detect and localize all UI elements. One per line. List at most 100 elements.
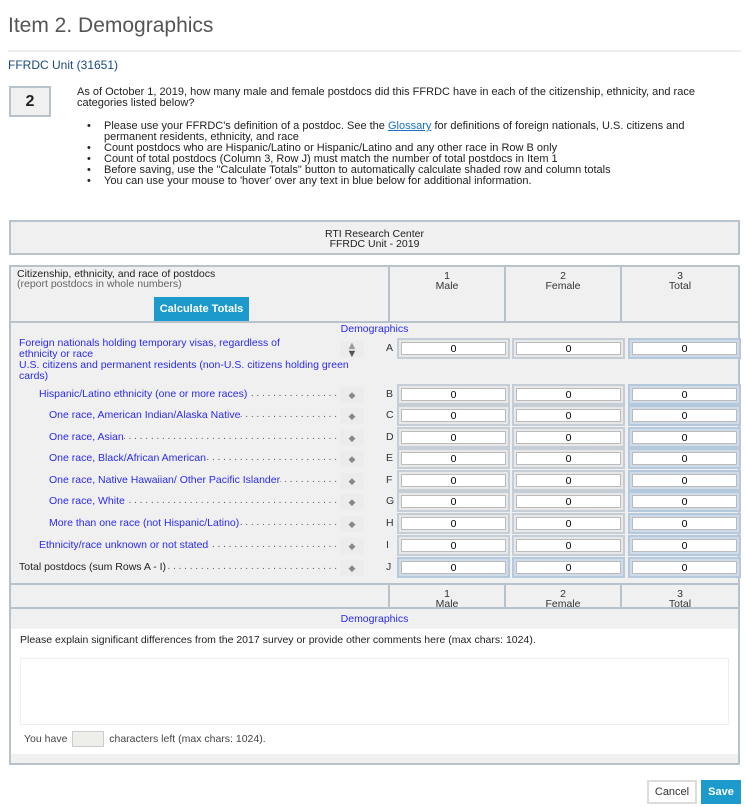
- total-input[interactable]: [632, 342, 737, 355]
- sort-handle-icon[interactable]: ◆: [340, 430, 364, 446]
- male-input[interactable]: [401, 539, 506, 552]
- row-label[interactable]: Foreign nationals holding temporary visa…: [19, 337, 280, 360]
- org-name: RTI Research Center: [324, 228, 424, 240]
- female-input[interactable]: [516, 431, 621, 444]
- male-input[interactable]: [401, 342, 506, 355]
- save-button[interactable]: Save: [701, 780, 741, 804]
- row-label[interactable]: Total postdocs (sum Rows A - I): [19, 561, 167, 573]
- column-header-total: 3 Total: [620, 267, 738, 321]
- female-input[interactable]: [516, 409, 621, 422]
- leader-dots: . . . . . . . . . . . . . . . . . . . . …: [280, 474, 337, 485]
- instruction-text: Please use your FFRDC's definition of a …: [104, 120, 388, 132]
- leader-dots: . . . . . . . . . . . . . . . . . . . . …: [124, 431, 337, 442]
- total-input[interactable]: [632, 561, 737, 574]
- table-row: One race, Asian. . . . . . . . . . . . .…: [11, 427, 741, 448]
- sort-handle-icon[interactable]: ◆: [340, 451, 364, 467]
- comments-section: Please explain significant differences f…: [11, 629, 738, 754]
- total-input[interactable]: [632, 539, 737, 552]
- section-label: Demographics: [340, 323, 409, 335]
- org-header: RTI Research Center FFRDC Unit - 2019: [9, 220, 740, 255]
- male-input[interactable]: [401, 517, 506, 530]
- row-letter: H: [386, 517, 394, 529]
- comments-textarea[interactable]: [20, 658, 729, 725]
- glossary-link[interactable]: Glossary: [387, 120, 432, 132]
- sort-handle-icon[interactable]: ◆: [340, 473, 364, 489]
- leader-dots: . . . . . . . . . . . . . . . . . . . . …: [208, 539, 337, 550]
- sort-handle-icon[interactable]: ◆: [340, 538, 364, 554]
- female-input[interactable]: [516, 474, 621, 487]
- table-row: More than one race (not Hispanic/Latino)…: [11, 513, 741, 534]
- chars-left-count: [72, 731, 105, 747]
- instructions-list: Please use your FFRDC's definition of a …: [87, 120, 734, 188]
- row-label[interactable]: One race, American Indian/Alaska Native: [49, 409, 241, 421]
- total-input[interactable]: [632, 388, 737, 401]
- leader-dots: . . . . . . . . . . . . . . . . . . . . …: [247, 388, 337, 399]
- column-label: Male: [435, 598, 459, 610]
- sort-arrows-icon[interactable]: ▲ ▼: [340, 341, 364, 360]
- row-letter: C: [386, 409, 394, 421]
- column-number: 3: [677, 588, 683, 600]
- total-input[interactable]: [632, 452, 737, 465]
- row-label[interactable]: One race, White: [49, 495, 125, 507]
- male-input[interactable]: [401, 452, 506, 465]
- subheading-us-citizens[interactable]: U.S. citizens and permanent residents (n…: [19, 359, 349, 382]
- sort-handle-icon[interactable]: ◆: [340, 494, 364, 510]
- male-input[interactable]: [401, 388, 506, 401]
- female-input[interactable]: [516, 539, 621, 552]
- table-header: Citizenship, ethnicity, and race of post…: [11, 267, 738, 323]
- row-letter: J: [386, 561, 392, 573]
- row-label[interactable]: One race, Asian: [49, 431, 124, 443]
- male-input[interactable]: [401, 561, 506, 574]
- table-row: Total postdocs (sum Rows A - I). . . . .…: [11, 557, 741, 578]
- female-input[interactable]: [516, 342, 621, 355]
- leader-dots: . . . . . . . . . . . . . . . . . . . . …: [166, 561, 337, 572]
- sort-handle-icon[interactable]: ◆: [340, 387, 364, 403]
- instruction: Before saving, use the "Calculate Totals…: [87, 165, 734, 177]
- female-input[interactable]: [516, 561, 621, 574]
- question-number: 2: [9, 86, 51, 117]
- total-input[interactable]: [632, 409, 737, 422]
- column-header-female: 2 Female: [504, 267, 620, 321]
- unit-label: FFRDC Unit (31651): [8, 58, 119, 72]
- male-input[interactable]: [401, 474, 506, 487]
- female-input[interactable]: [516, 517, 621, 530]
- sort-handle-icon[interactable]: ◆: [340, 516, 364, 532]
- demographics-table: Citizenship, ethnicity, and race of post…: [9, 265, 741, 765]
- header-label: Citizenship, ethnicity, and race of post…: [17, 268, 216, 280]
- leader-dots: . . . . . . . . . . . . . . . . . . . . …: [240, 409, 337, 420]
- column-label: Female: [545, 280, 581, 292]
- total-input[interactable]: [632, 517, 737, 530]
- instruction: Please use your FFRDC's definition of a …: [87, 120, 734, 143]
- row-letter: G: [386, 495, 395, 507]
- column-header-total: 3 Total: [620, 585, 738, 609]
- total-input[interactable]: [632, 474, 737, 487]
- row-label[interactable]: Hispanic/Latino ethnicity (one or more r…: [39, 388, 248, 400]
- instruction: Count of total postdocs (Column 3, Row J…: [87, 154, 734, 166]
- column-number: 2: [560, 270, 566, 282]
- cancel-button[interactable]: Cancel: [647, 780, 697, 804]
- column-label: Total: [668, 280, 692, 292]
- total-input[interactable]: [632, 495, 737, 508]
- female-input[interactable]: [516, 452, 621, 465]
- calculate-totals-button[interactable]: Calculate Totals: [154, 297, 249, 321]
- sort-handle-icon[interactable]: ◆: [340, 408, 364, 424]
- row-label[interactable]: More than one race (not Hispanic/Latino): [49, 517, 240, 529]
- chars-left-post: characters left (max chars: 1024).: [109, 732, 266, 745]
- row-label[interactable]: Ethnicity/race unknown or not stated: [39, 539, 209, 551]
- sort-handle-icon[interactable]: ◆: [340, 560, 364, 576]
- column-header-male: 1 Male: [388, 267, 504, 321]
- row-label[interactable]: One race, Native Hawaiian/ Other Pacific…: [49, 474, 281, 486]
- table-row: Hispanic/Latino ethnicity (one or more r…: [11, 384, 741, 405]
- male-input[interactable]: [401, 431, 506, 444]
- female-input[interactable]: [516, 388, 621, 401]
- leader-dots: . . . . . . . . . . . . . . . . . . . . …: [239, 517, 337, 528]
- table-row: One race, White. . . . . . . . . . . . .…: [11, 491, 741, 512]
- male-input[interactable]: [401, 409, 506, 422]
- row-letter: F: [386, 474, 393, 486]
- female-input[interactable]: [516, 495, 621, 508]
- total-input[interactable]: [632, 431, 737, 444]
- row-label[interactable]: One race, Black/African American: [49, 452, 206, 464]
- org-unit: FFRDC Unit - 2019: [329, 238, 420, 250]
- male-input[interactable]: [401, 495, 506, 508]
- chars-left-pre: You have: [24, 732, 68, 745]
